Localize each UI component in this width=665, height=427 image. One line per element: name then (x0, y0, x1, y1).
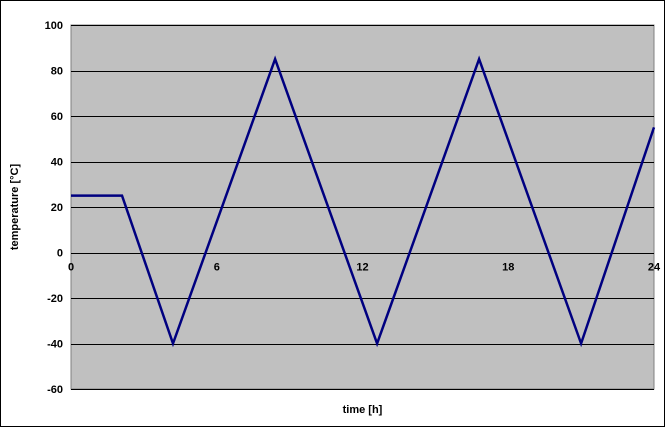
x-axis-tick-labels: 0 6 12 18 24 (68, 262, 661, 274)
y-tick-label: 20 (51, 202, 63, 214)
series-line (71, 55, 656, 348)
x-tick-label: 18 (502, 262, 514, 274)
y-tick-label: -40 (47, 339, 63, 351)
series-layer (71, 55, 656, 348)
x-tick-label: 0 (68, 262, 74, 274)
x-tick-label: 24 (648, 262, 661, 274)
x-tick-label: 12 (356, 262, 368, 274)
y-tick-label: 60 (51, 111, 63, 123)
y-tick-label: -60 (47, 384, 63, 396)
y-tick-label: -20 (47, 293, 63, 305)
y-tick-label: 0 (57, 248, 63, 260)
x-axis-title: time [h] (343, 404, 383, 416)
y-axis-title: temperature [°C] (9, 164, 21, 251)
y-tick-label: 100 (45, 20, 63, 32)
y-tick-label: 80 (51, 66, 63, 78)
x-tick-label: 6 (214, 262, 220, 274)
y-tick-label: 40 (51, 157, 63, 169)
y-axis-tick-labels: -60 -40 -20 0 20 40 60 80 100 (45, 20, 63, 396)
gridlines (71, 25, 654, 390)
